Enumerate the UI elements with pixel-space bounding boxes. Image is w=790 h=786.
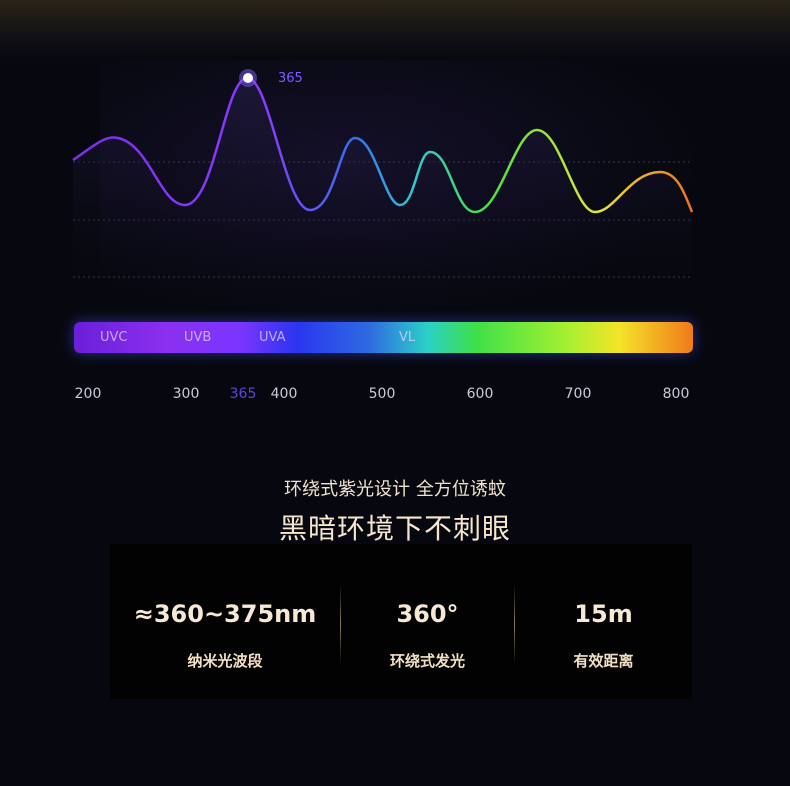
stat-wavelength: ≈360~375nm 纳米光波段 (110, 544, 340, 699)
stat-value: 15m (574, 600, 633, 628)
stat-label: 有效距离 (573, 652, 634, 670)
stat-angle: 360° 环绕式发光 (341, 544, 514, 699)
stat-label: 纳米光波段 (187, 652, 263, 670)
tick-label: 400 (270, 386, 298, 402)
tick-label: 300 (172, 386, 200, 402)
stat-label: 环绕式发光 (389, 652, 465, 670)
headline-title: 黑暗环境下不刺眼 (278, 512, 511, 545)
tick-label: 700 (564, 386, 592, 402)
spectrum-curve (72, 69, 694, 300)
tick-label: 800 (662, 386, 690, 402)
stats-panel: ≈360~375nm 纳米光波段 360° 环绕式发光 15m 有效距离 (110, 544, 692, 699)
band-uvb: UVB (184, 330, 212, 345)
stat-value: 360° (396, 600, 459, 628)
peak-marker (243, 73, 253, 83)
subtitle: 环绕式紫光设计 全方位诱蚊 (284, 479, 506, 500)
tick-label: 500 (368, 386, 396, 402)
peak-label: 365 (278, 71, 303, 86)
tick-label: 200 (74, 386, 102, 402)
divider (514, 584, 515, 664)
tick-label-highlight: 365 (229, 386, 257, 402)
band-uvc: UVC (100, 330, 128, 345)
spectrum-bar: UVC UVB UVA VL (74, 322, 693, 353)
divider (340, 584, 341, 664)
band-vl: VL (399, 330, 416, 345)
stat-distance: 15m 有效距离 (515, 544, 692, 699)
band-uva: UVA (259, 330, 286, 345)
stat-value: ≈360~375nm (133, 600, 317, 628)
background-top (0, 0, 790, 60)
tick-label: 600 (466, 386, 494, 402)
